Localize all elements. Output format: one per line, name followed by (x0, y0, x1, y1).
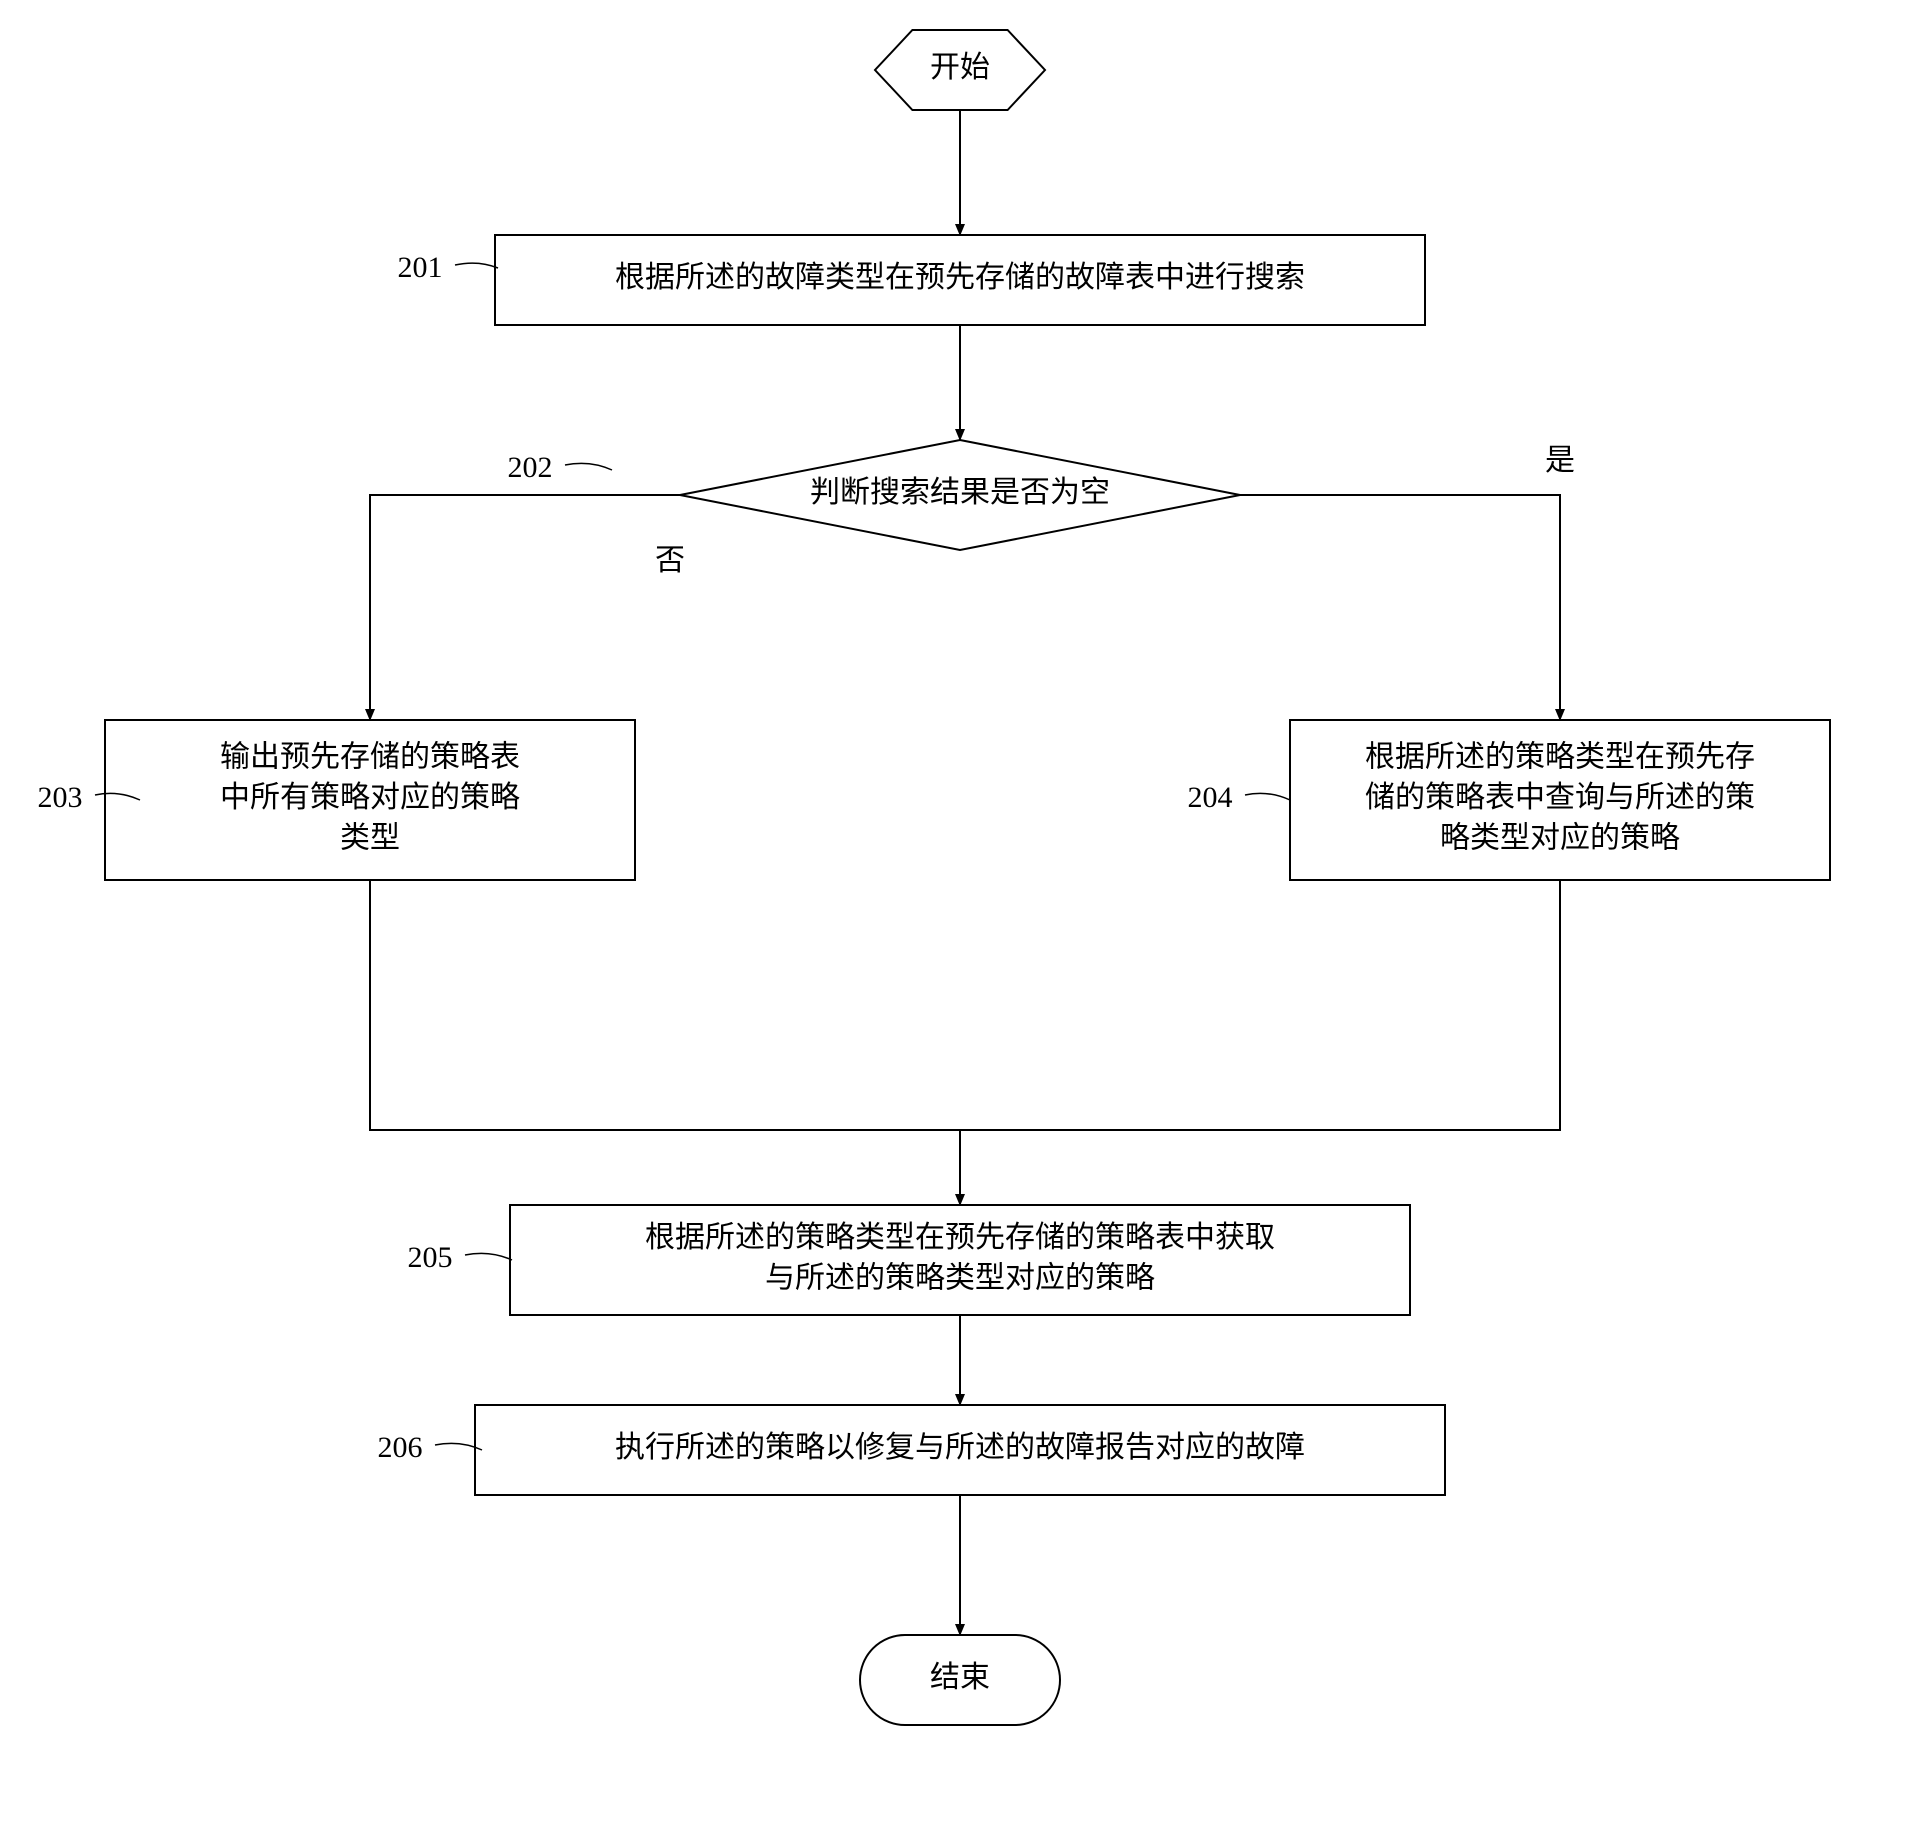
node-n201-text: 根据所述的故障类型在预先存储的故障表中进行搜索 (615, 261, 1305, 294)
node-start: 开始 (875, 30, 1045, 110)
node-n205: 根据所述的策略类型在预先存储的策略表中获取与所述的策略类型对应的策略 (510, 1205, 1410, 1315)
node-n201: 根据所述的故障类型在预先存储的故障表中进行搜索 (495, 235, 1425, 325)
node-n206-text: 执行所述的策略以修复与所述的故障报告对应的故障 (615, 1431, 1305, 1464)
edge (1240, 495, 1560, 720)
node-n205-text: 根据所述的策略类型在预先存储的策略表中获取与所述的策略类型对应的策略 (645, 1221, 1275, 1295)
node-n203: 输出预先存储的策略表中所有策略对应的策略类型 (105, 720, 635, 880)
flowchart-canvas: 否 是 开始根据所述的故障类型在预先存储的故障表中进行搜索判断搜索结果是否为空输出… (0, 0, 1919, 1826)
step-label-201: 201 (398, 251, 443, 284)
step-label-205: 205 (408, 1241, 453, 1274)
node-n203-text: 输出预先存储的策略表中所有策略对应的策略类型 (220, 740, 520, 854)
edge-label: 是 (1545, 444, 1575, 477)
edge (960, 880, 1560, 1130)
edge (370, 495, 680, 720)
edge (370, 880, 960, 1130)
node-n204: 根据所述的策略类型在预先存储的策略表中查询与所述的策略类型对应的策略 (1290, 720, 1830, 880)
label-leader (1245, 793, 1290, 800)
edge-label: 否 (655, 544, 685, 577)
label-leader (565, 463, 612, 470)
label-leader (465, 1253, 512, 1260)
label-leader (455, 263, 498, 268)
node-end-text: 结束 (930, 1661, 990, 1694)
node-end: 结束 (860, 1635, 1060, 1725)
node-n202: 判断搜索结果是否为空 (680, 440, 1240, 550)
node-n204-text: 根据所述的策略类型在预先存储的策略表中查询与所述的策略类型对应的策略 (1365, 740, 1755, 854)
label-leader (95, 793, 140, 800)
step-label-203: 203 (38, 781, 83, 814)
step-label-202: 202 (508, 451, 553, 484)
node-n202-text: 判断搜索结果是否为空 (810, 476, 1110, 509)
node-start-text: 开始 (930, 51, 990, 84)
node-n206: 执行所述的策略以修复与所述的故障报告对应的故障 (475, 1405, 1445, 1495)
step-label-204: 204 (1188, 781, 1233, 814)
step-label-206: 206 (378, 1431, 423, 1464)
